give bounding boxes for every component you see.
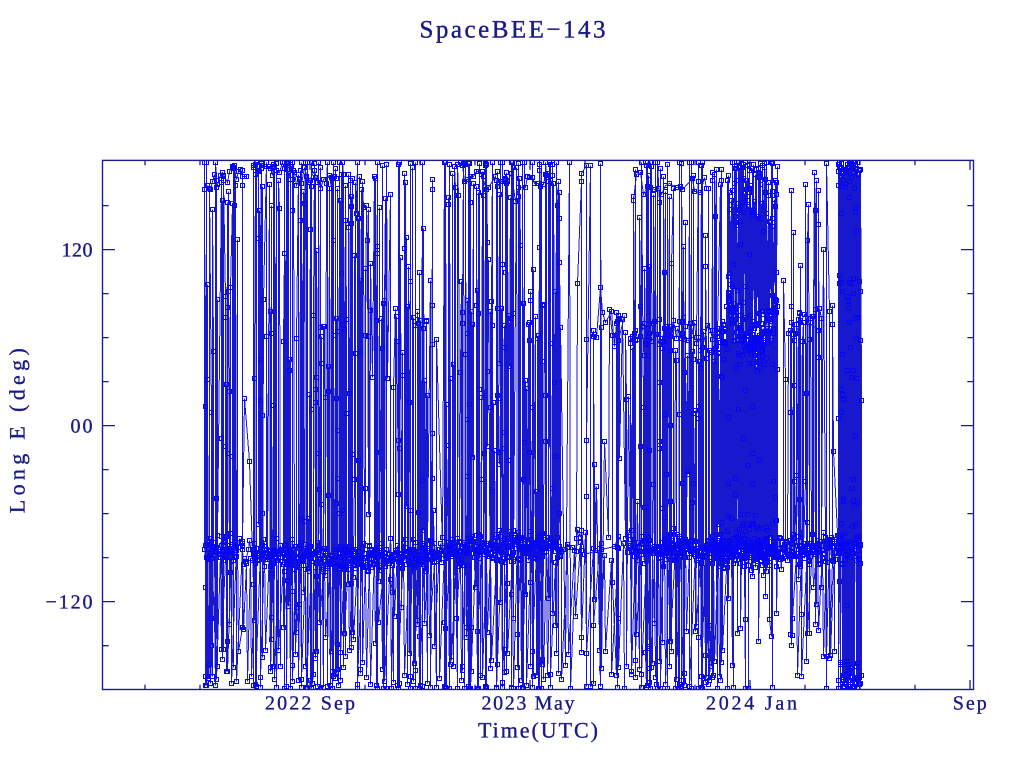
svg-text:SpaceBEE−143: SpaceBEE−143 [420,17,606,44]
svg-text:120: 120 [62,240,93,262]
svg-text:2024 Jan: 2024 Jan [706,693,797,715]
svg-text:Time(UTC): Time(UTC) [478,718,598,743]
svg-text:2022 Sep: 2022 Sep [265,693,355,715]
svg-text:Long E (deg): Long E (deg) [5,348,30,513]
svg-text:2023 May: 2023 May [482,693,575,715]
svg-text:Sep: Sep [953,693,987,715]
